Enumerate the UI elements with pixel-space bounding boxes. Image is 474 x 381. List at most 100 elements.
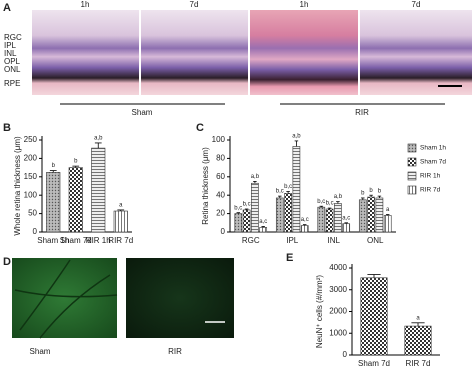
panel-label: E	[286, 252, 293, 264]
x-tick-label: IPL	[286, 236, 299, 245]
x-tick-label: ONL	[367, 236, 384, 245]
y-tick-label: 2000	[329, 307, 347, 316]
significance-label: b,c	[243, 202, 251, 208]
group-label: Sham	[30, 347, 51, 356]
y-tick-label: 0	[33, 227, 38, 236]
bar	[317, 206, 326, 233]
x-tick-label: RIR 7d	[108, 236, 133, 245]
bar	[375, 197, 384, 233]
legend-label: Sham 1h	[420, 145, 446, 152]
bar	[342, 223, 351, 233]
panel-label: B	[3, 122, 11, 134]
layer-label: ONL	[4, 65, 21, 74]
fluorescence-image	[12, 258, 117, 338]
x-tick-label: Sham 7d	[358, 359, 390, 368]
bar	[300, 225, 309, 233]
x-tick-label: RGC	[242, 236, 260, 245]
y-tick-label: 1000	[329, 328, 347, 337]
group-label: Sham	[132, 108, 153, 117]
significance-label: a	[416, 315, 420, 321]
panel-label: D	[3, 256, 11, 268]
y-tick-label: 0	[343, 350, 348, 359]
significance-label: b,c	[234, 205, 242, 211]
bar	[234, 213, 243, 233]
y-axis-label: Whole retina thickness (μm)	[13, 136, 22, 236]
bar	[334, 203, 342, 233]
y-tick-label: 4000	[329, 263, 347, 272]
bar	[284, 193, 292, 233]
group-label: RIR	[168, 347, 182, 356]
y-tick-label: 80	[216, 154, 225, 163]
bar	[91, 147, 106, 233]
y-tick-label: 200	[24, 154, 38, 163]
x-tick-label: Sham 7d	[60, 236, 92, 245]
bar	[367, 196, 375, 233]
significance-label: b	[361, 191, 365, 197]
significance-label: b	[52, 163, 56, 169]
y-axis-label: NeuN⁺ cells (#/mm²)	[315, 275, 324, 348]
fluorescence-image	[126, 258, 234, 338]
y-tick-label: 100	[24, 190, 38, 199]
legend-swatch	[407, 171, 417, 181]
legend-label: RIR 7d	[420, 187, 441, 194]
layer-label: INL	[4, 49, 17, 58]
significance-label: a,c	[301, 217, 309, 223]
layer-label: IPL	[4, 41, 17, 50]
histology-image	[32, 10, 139, 95]
legend-swatch	[407, 157, 417, 167]
x-tick-label: INL	[328, 236, 341, 245]
significance-label: a,b	[334, 194, 343, 200]
bar	[360, 277, 388, 356]
bar	[46, 172, 61, 233]
layer-label: RPE	[4, 79, 20, 88]
y-tick-label: 0	[221, 227, 226, 236]
significance-label: a,b	[94, 136, 103, 142]
significance-label: b	[74, 159, 78, 165]
significance-label: b,c	[284, 184, 292, 190]
bar	[292, 146, 301, 233]
bar	[113, 210, 128, 233]
panel-label: A	[3, 2, 11, 14]
y-tick-label: 40	[216, 190, 225, 199]
histology-image	[250, 10, 358, 95]
y-tick-label: 60	[216, 172, 225, 181]
bar	[404, 325, 432, 356]
bar	[242, 209, 251, 233]
y-tick-label: 20	[216, 209, 225, 218]
time-label: 7d	[412, 0, 421, 9]
significance-label: b	[369, 188, 373, 194]
bar	[275, 197, 284, 233]
vessel	[14, 259, 118, 339]
bar	[358, 199, 367, 233]
significance-label: a,b	[292, 133, 301, 139]
histology-image	[141, 10, 248, 95]
time-label: 1h	[81, 0, 90, 9]
legend-label: Sham 7d	[420, 159, 446, 166]
bar	[251, 182, 259, 233]
significance-label: a,b	[251, 174, 260, 180]
group-label: RIR	[355, 108, 369, 117]
y-tick-label: 50	[28, 209, 37, 218]
significance-label: a,c	[259, 219, 267, 225]
y-tick-label: 100	[212, 135, 226, 144]
panel-label: C	[196, 122, 204, 134]
significance-label: b,c	[326, 201, 334, 207]
significance-label: a	[386, 207, 390, 213]
significance-label: b,c	[317, 199, 325, 205]
significance-label: b,c	[276, 189, 284, 195]
y-tick-label: 250	[24, 135, 38, 144]
x-tick-label: RIR 7d	[406, 359, 431, 368]
significance-label: a	[119, 202, 123, 208]
y-tick-label: 3000	[329, 285, 347, 294]
y-axis-label: Retina thickness (μm)	[201, 147, 210, 225]
legend-swatch	[407, 185, 417, 195]
x-tick-label: Sham 1h	[37, 236, 69, 245]
significance-label: a,c	[342, 215, 350, 221]
bar	[68, 167, 83, 233]
time-label: 1h	[300, 0, 309, 9]
bar	[259, 227, 268, 233]
bar	[325, 208, 334, 233]
y-tick-label: 150	[24, 172, 38, 181]
legend-label: RIR 1h	[420, 173, 441, 180]
